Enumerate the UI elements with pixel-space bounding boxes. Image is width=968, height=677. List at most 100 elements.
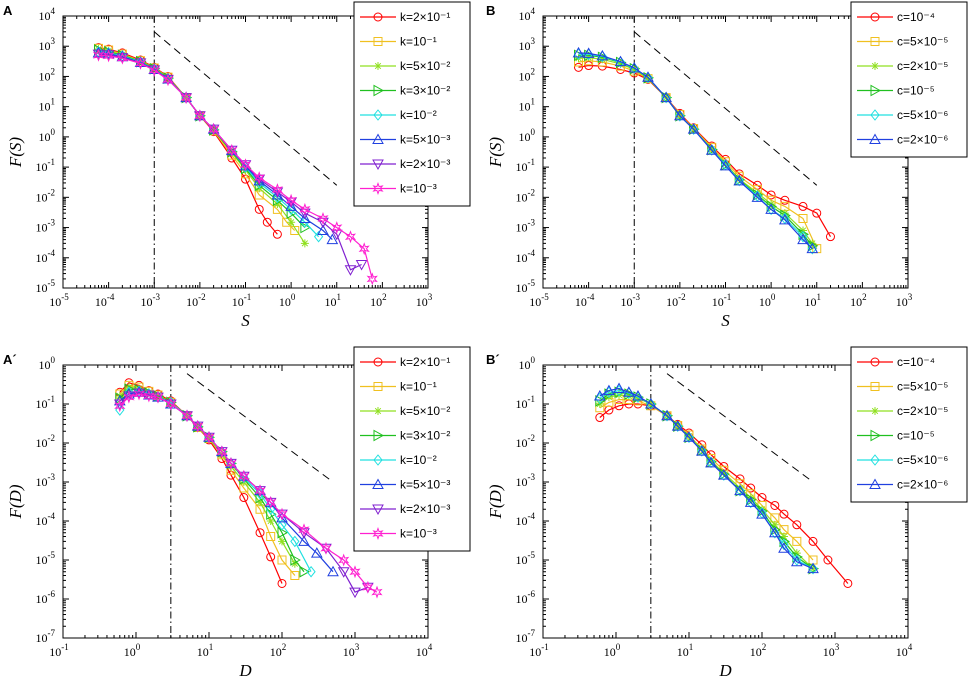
x-tick-label: 101 [197, 642, 214, 659]
y-tick-base: 10 [519, 69, 531, 83]
x-tick-label: 10-2 [186, 292, 206, 309]
y-tick-base: 10 [39, 130, 51, 144]
y-tick-label: 102 [39, 66, 56, 83]
x-tick-exponent: 2 [282, 642, 287, 652]
y-tick-exponent: -3 [528, 472, 536, 482]
y-tick-base: 10 [39, 69, 51, 83]
x-tick-label: 102 [750, 642, 767, 659]
marker-triangle-down [355, 259, 368, 271]
marker-hexagram [372, 527, 384, 540]
marker-triangle-up [623, 386, 635, 397]
marker-hexagram [162, 73, 174, 87]
legend-entry: c=10⁻⁴ [897, 355, 935, 369]
marker-circle [780, 195, 790, 205]
marker-square [254, 190, 264, 200]
marker-diamond [707, 144, 717, 156]
marker-square [792, 536, 802, 546]
y-tick-base: 10 [516, 190, 528, 204]
marker-star [374, 62, 382, 70]
y-tick-exponent: 4 [531, 6, 536, 16]
series-line [578, 64, 832, 238]
y-tick-base: 10 [519, 100, 531, 114]
x-tick-label: 101 [677, 642, 694, 659]
y-tick-base: 10 [39, 358, 51, 372]
marker-circle [255, 528, 265, 538]
chart-panel-3: 10-1 100 101 102 103 10410-710-610-510-410-31… [3, 346, 471, 677]
marker-triangle-right [870, 429, 882, 442]
legend-entry: c=2×10⁻⁵ [897, 404, 948, 418]
x-tick-base: 10 [759, 295, 771, 309]
marker-hexagram [372, 182, 384, 195]
series-layer [92, 43, 378, 286]
y-tick-label: 10-2 [516, 433, 536, 450]
legend-entry: k=10⁻² [400, 453, 437, 467]
marker-square [373, 37, 383, 46]
marker-circle [262, 217, 272, 227]
legend-entry: k=2×10⁻¹ [400, 355, 450, 369]
x-tick-label: 102 [850, 292, 867, 309]
y-tick-label: 10-6 [516, 589, 536, 606]
x-tick-exponent: -1 [541, 642, 549, 652]
legend-entry: c=5×10⁻⁵ [897, 380, 948, 394]
x-tick-exponent: 2 [382, 292, 387, 302]
marker-triangle-up [92, 46, 105, 58]
marker-hexagram [148, 63, 160, 77]
y-tick-exponent: -5 [528, 550, 536, 560]
legend-entry: c=2×10⁻⁶ [897, 133, 948, 147]
y-tick-label: 100 [39, 355, 56, 372]
marker-triangle-right [373, 429, 385, 442]
legend-entry: k=10⁻³ [400, 182, 437, 196]
x-tick-label: 104 [896, 642, 913, 659]
marker-triangle-up [642, 71, 654, 82]
x-tick-label: 101 [805, 292, 822, 309]
y-tick-label: 102 [519, 66, 536, 83]
x-tick-exponent: -5 [61, 292, 69, 302]
marker-triangle-up [778, 542, 790, 553]
legend-entry: c=10⁻⁵ [897, 84, 935, 98]
marker-triangle-right [277, 526, 289, 539]
x-tick-exponent: 3 [835, 642, 840, 652]
x-tick-exponent: 1 [689, 642, 694, 652]
marker-star [278, 537, 286, 546]
y-tick-exponent: -3 [48, 218, 56, 228]
marker-triangle-up [628, 61, 641, 73]
marker-triangle-up [756, 508, 768, 519]
marker-triangle-up [593, 390, 606, 401]
marker-diamond [798, 230, 808, 243]
legend: c=10⁻⁴ c=5×10⁻⁵ c=2×10⁻⁵ c=10⁻⁵ c=5×10⁻⁶ c=2×… [850, 346, 968, 503]
marker-hexagram [133, 387, 145, 401]
x-tick-base: 10 [604, 645, 616, 659]
marker-hexagram [180, 91, 192, 105]
y-tick-label: 100 [519, 355, 536, 372]
marker-circle [779, 509, 789, 519]
x-tick-exponent: 1 [209, 642, 214, 652]
series-layer [593, 382, 853, 588]
marker-star [633, 394, 642, 403]
marker-circle [808, 536, 818, 546]
marker-triangle-up [869, 478, 881, 489]
y-tick-label: 10-7 [36, 628, 56, 645]
marker-triangle-up [298, 535, 310, 546]
marker-hexagram [103, 49, 115, 63]
y-tick-exponent: 2 [531, 66, 536, 76]
y-tick-label: 100 [39, 127, 56, 144]
y-tick-label: 10-1 [36, 394, 56, 411]
y-tick-label: 10-5 [516, 278, 536, 295]
legend-entry: k=10⁻¹ [400, 35, 437, 49]
marker-star [871, 407, 879, 415]
x-tick-exponent: -1 [61, 642, 69, 652]
y-tick-base: 10 [516, 553, 528, 567]
marker-circle [766, 190, 776, 200]
x-tick-exponent: 0 [771, 292, 776, 302]
series-layer [572, 46, 835, 255]
x-tick-exponent: 1 [817, 292, 822, 302]
y-tick-base: 10 [516, 475, 528, 489]
marker-diamond [684, 431, 694, 444]
marker-diamond [770, 526, 780, 539]
marker-triangle-up [705, 456, 717, 468]
marker-triangle-up [806, 242, 819, 254]
y-tick-exponent: -1 [48, 394, 56, 404]
marker-circle [843, 578, 853, 588]
marker-diamond [673, 420, 683, 432]
